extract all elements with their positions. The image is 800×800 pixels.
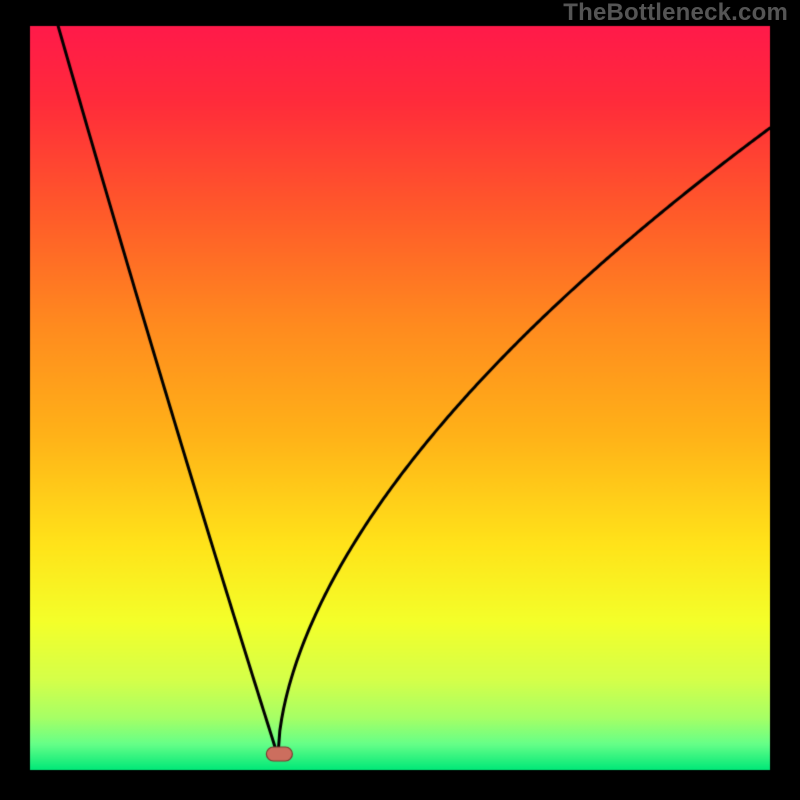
watermark-text: TheBottleneck.com xyxy=(563,0,788,26)
bottleneck-chart-canvas xyxy=(0,0,800,800)
chart-container: TheBottleneck.com xyxy=(0,0,800,800)
